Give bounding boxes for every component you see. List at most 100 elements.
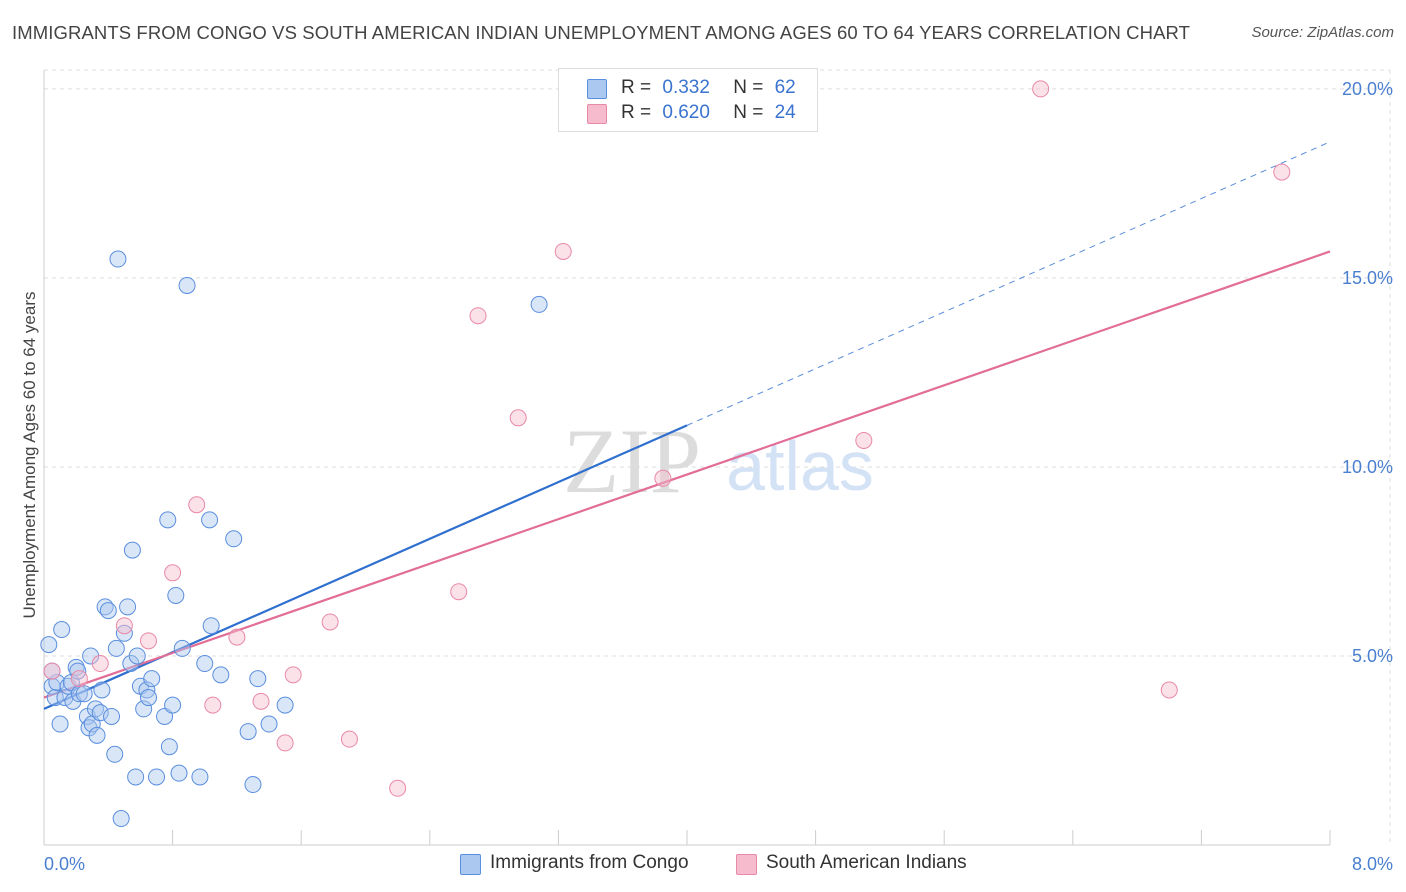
point-south-american-indian bbox=[554, 242, 572, 260]
point-congo bbox=[99, 602, 117, 620]
x-tick-label: 8.0% bbox=[1352, 854, 1393, 874]
legend-n-value-sai: 24 bbox=[774, 102, 796, 123]
trend-line-congo-extension bbox=[686, 141, 1331, 426]
point-congo bbox=[103, 707, 121, 725]
point-congo bbox=[128, 647, 146, 665]
point-congo bbox=[46, 689, 64, 707]
bottom-legend-swatch-blue bbox=[460, 854, 481, 875]
point-congo bbox=[123, 541, 141, 559]
point-congo bbox=[164, 696, 182, 714]
point-south-american-indian bbox=[115, 617, 133, 635]
trend-line-congo bbox=[43, 424, 688, 710]
point-congo bbox=[260, 715, 278, 733]
point-congo bbox=[135, 700, 153, 718]
legend-swatch-pink bbox=[587, 104, 607, 124]
point-congo bbox=[127, 768, 145, 786]
legend-r-value-congo: 0.332 bbox=[662, 77, 710, 98]
point-congo bbox=[167, 586, 185, 604]
point-congo bbox=[276, 696, 294, 714]
point-south-american-indian bbox=[188, 496, 206, 514]
point-congo bbox=[530, 295, 548, 313]
data-points bbox=[40, 80, 1291, 828]
point-congo bbox=[244, 776, 262, 794]
point-congo bbox=[53, 621, 71, 639]
point-south-american-indian bbox=[1160, 681, 1178, 699]
watermark-atlas: atlas bbox=[726, 427, 874, 505]
point-south-american-indian bbox=[276, 734, 294, 752]
point-congo bbox=[178, 276, 196, 294]
y-tick-label: 10.0% bbox=[1342, 457, 1393, 477]
point-congo bbox=[170, 764, 188, 782]
point-congo bbox=[70, 685, 88, 703]
bottom-legend-swatch-pink bbox=[736, 854, 757, 875]
point-congo bbox=[225, 530, 243, 548]
point-congo bbox=[88, 726, 106, 744]
point-congo bbox=[160, 738, 178, 756]
point-congo bbox=[48, 673, 66, 691]
point-south-american-indian bbox=[1273, 163, 1291, 181]
chart-title: IMMIGRANTS FROM CONGO VS SOUTH AMERICAN … bbox=[12, 22, 1191, 43]
axes bbox=[43, 70, 1331, 846]
source-label: Source: ZipAtlas.com bbox=[1251, 24, 1394, 41]
point-congo bbox=[201, 511, 219, 529]
point-congo bbox=[91, 704, 109, 722]
point-congo bbox=[40, 636, 58, 654]
point-south-american-indian bbox=[252, 692, 270, 710]
legend-r-label: R = bbox=[621, 77, 652, 98]
point-congo bbox=[75, 685, 93, 703]
legend-box: R = 0.332 N = 62 R = 0.620 N = 24 bbox=[558, 68, 818, 132]
point-congo bbox=[107, 639, 125, 657]
point-south-american-indian bbox=[204, 696, 222, 714]
legend-n-label: N = bbox=[733, 102, 764, 123]
point-congo bbox=[51, 715, 69, 733]
y-tick-label: 20.0% bbox=[1342, 79, 1393, 99]
point-congo bbox=[159, 511, 177, 529]
point-congo bbox=[249, 670, 267, 688]
legend-swatch-blue bbox=[587, 79, 607, 99]
bottom-legend-label-sai: South American Indians bbox=[766, 852, 967, 873]
tick-labels: 5.0% 10.0% 15.0% 20.0% 0.0% 8.0% bbox=[44, 79, 1393, 874]
point-south-american-indian bbox=[509, 409, 527, 427]
point-congo bbox=[139, 689, 157, 707]
point-congo bbox=[196, 655, 214, 673]
point-south-american-indian bbox=[164, 564, 182, 582]
legend-n-value-congo: 62 bbox=[774, 77, 796, 98]
watermark-zip: ZIP bbox=[563, 410, 701, 512]
point-south-american-indian bbox=[654, 469, 672, 487]
legend-r-value-sai: 0.620 bbox=[662, 102, 710, 123]
point-south-american-indian bbox=[70, 670, 88, 688]
legend-r-label: R = bbox=[621, 102, 652, 123]
point-south-american-indian bbox=[1032, 80, 1050, 98]
point-south-american-indian bbox=[469, 307, 487, 325]
point-congo bbox=[112, 810, 130, 828]
gridlines bbox=[44, 69, 1391, 845]
point-south-american-indian bbox=[228, 628, 246, 646]
point-congo bbox=[143, 670, 161, 688]
trend-line-south-american-indians bbox=[43, 250, 1331, 699]
point-congo bbox=[202, 617, 220, 635]
point-congo bbox=[148, 768, 166, 786]
point-congo bbox=[212, 666, 230, 684]
point-south-american-indian bbox=[321, 613, 339, 631]
point-south-american-indian bbox=[284, 666, 302, 684]
watermark: ZIP atlas bbox=[563, 410, 874, 512]
point-south-american-indian bbox=[389, 779, 407, 797]
point-congo bbox=[109, 250, 127, 268]
bottom-legend-label-congo: Immigrants from Congo bbox=[490, 852, 689, 873]
point-congo bbox=[106, 745, 124, 763]
y-tick-label: 15.0% bbox=[1342, 268, 1393, 288]
point-congo bbox=[56, 689, 74, 707]
point-congo bbox=[173, 639, 191, 657]
point-south-american-indian bbox=[855, 431, 873, 449]
point-congo bbox=[239, 723, 257, 741]
point-congo bbox=[191, 768, 209, 786]
x-tick-label: 0.0% bbox=[44, 854, 85, 874]
point-south-american-indian bbox=[43, 662, 61, 680]
point-congo bbox=[93, 681, 111, 699]
point-south-american-indian bbox=[450, 583, 468, 601]
point-south-american-indian bbox=[340, 730, 358, 748]
point-south-american-indian bbox=[91, 655, 109, 673]
trend-lines bbox=[43, 141, 1331, 710]
point-south-american-indian bbox=[139, 632, 157, 650]
